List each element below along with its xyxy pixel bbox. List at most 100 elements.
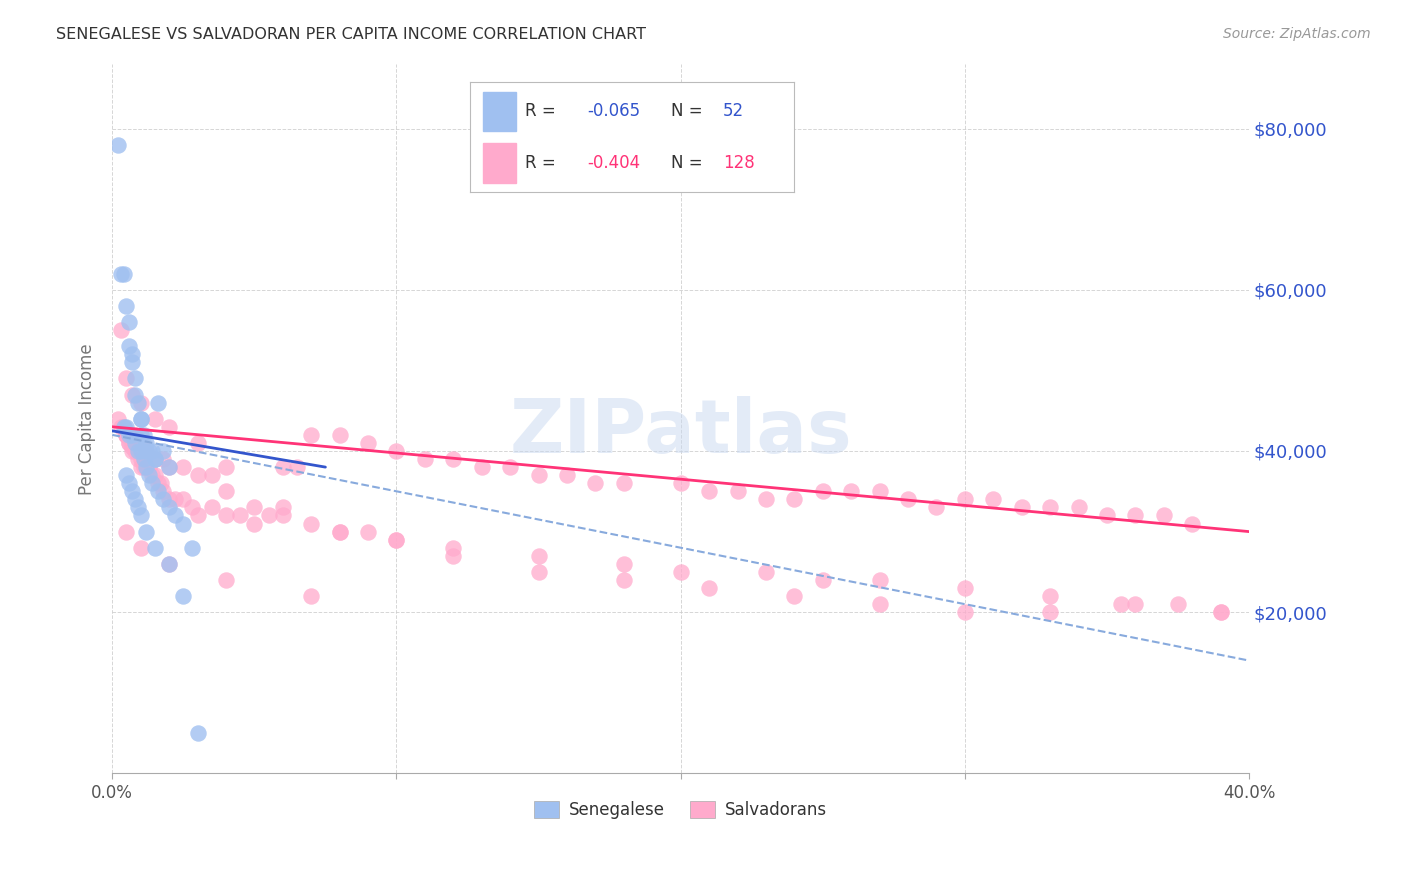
Point <box>129 411 152 425</box>
Point <box>107 137 129 152</box>
Point <box>385 444 408 458</box>
Point <box>141 468 163 483</box>
Point <box>669 565 692 579</box>
Point <box>132 452 155 467</box>
Point <box>201 500 224 515</box>
Point <box>127 452 149 467</box>
Point <box>157 419 180 434</box>
Point <box>257 508 280 523</box>
Point <box>129 411 152 425</box>
Point <box>357 436 380 450</box>
Y-axis label: Per Capita Income: Per Capita Income <box>79 343 96 494</box>
Point <box>152 444 174 458</box>
Point <box>299 516 322 531</box>
Point <box>669 476 692 491</box>
Point <box>138 468 160 483</box>
Point <box>271 508 294 523</box>
Point <box>441 541 464 555</box>
Point <box>127 395 149 409</box>
Point <box>146 476 169 491</box>
Text: ZIPatlas: ZIPatlas <box>509 396 852 469</box>
Point <box>129 444 152 458</box>
Point <box>329 524 352 539</box>
Point <box>953 605 976 619</box>
Point <box>441 452 464 467</box>
Point <box>811 484 834 499</box>
Point <box>1039 589 1062 603</box>
Point <box>118 428 141 442</box>
Point <box>115 371 138 385</box>
Point <box>385 533 408 547</box>
Point <box>953 581 976 595</box>
Point <box>1167 597 1189 611</box>
Point <box>186 468 208 483</box>
Point <box>613 476 636 491</box>
Point <box>180 541 202 555</box>
Point <box>157 557 180 571</box>
Point <box>124 444 146 458</box>
Point <box>215 484 238 499</box>
Point <box>186 508 208 523</box>
Point <box>129 508 152 523</box>
Point <box>135 524 157 539</box>
Point <box>555 468 578 483</box>
Text: SENEGALESE VS SALVADORAN PER CAPITA INCOME CORRELATION CHART: SENEGALESE VS SALVADORAN PER CAPITA INCO… <box>56 27 647 42</box>
Point <box>157 460 180 475</box>
Point <box>121 355 143 369</box>
Point <box>1039 500 1062 515</box>
Point <box>118 315 141 329</box>
Point <box>152 492 174 507</box>
Point <box>869 597 891 611</box>
Point <box>215 508 238 523</box>
Point <box>132 460 155 475</box>
Point <box>135 460 157 475</box>
Point <box>172 460 194 475</box>
Point <box>129 541 152 555</box>
Point <box>1125 597 1147 611</box>
Point <box>141 444 163 458</box>
Point <box>215 573 238 587</box>
Point <box>697 581 720 595</box>
Point <box>112 419 135 434</box>
Point <box>107 411 129 425</box>
Point <box>527 565 550 579</box>
Point <box>138 444 160 458</box>
Point <box>118 436 141 450</box>
Point <box>1109 597 1132 611</box>
Point <box>163 492 186 507</box>
Point <box>135 460 157 475</box>
Point <box>143 411 166 425</box>
Point <box>115 419 138 434</box>
Point <box>172 589 194 603</box>
Point <box>869 573 891 587</box>
Point <box>152 484 174 499</box>
Point <box>132 428 155 442</box>
Point <box>215 460 238 475</box>
Point <box>157 492 180 507</box>
Point <box>499 460 522 475</box>
Point <box>146 484 169 499</box>
Point <box>1153 508 1175 523</box>
Point <box>121 444 143 458</box>
Point <box>755 565 778 579</box>
Point <box>613 573 636 587</box>
Point <box>124 387 146 401</box>
Point <box>121 347 143 361</box>
Point <box>143 452 166 467</box>
Point <box>981 492 1004 507</box>
Point <box>110 419 132 434</box>
Point <box>1067 500 1090 515</box>
Point <box>115 428 138 442</box>
Legend: Senegalese, Salvadorans: Senegalese, Salvadorans <box>527 794 834 825</box>
Point <box>124 428 146 442</box>
Point <box>299 428 322 442</box>
Point <box>157 500 180 515</box>
Point <box>129 452 152 467</box>
Point <box>613 557 636 571</box>
Point <box>186 436 208 450</box>
Point <box>897 492 920 507</box>
Point <box>143 468 166 483</box>
Point <box>783 492 806 507</box>
Point <box>697 484 720 499</box>
Point <box>953 492 976 507</box>
